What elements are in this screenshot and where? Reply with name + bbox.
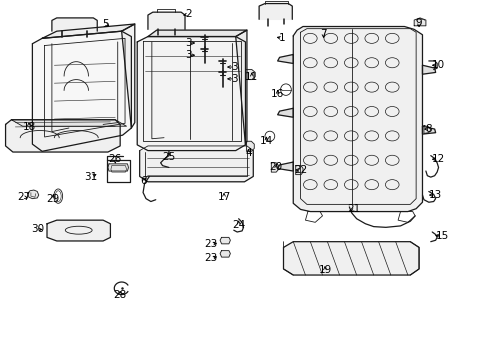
Polygon shape bbox=[220, 237, 230, 244]
Polygon shape bbox=[140, 150, 253, 182]
Text: 14: 14 bbox=[259, 136, 272, 146]
Polygon shape bbox=[108, 164, 128, 171]
Text: 3: 3 bbox=[185, 38, 191, 48]
Polygon shape bbox=[42, 24, 135, 39]
Text: 11: 11 bbox=[244, 72, 258, 82]
Text: 25: 25 bbox=[162, 152, 175, 162]
Text: 23: 23 bbox=[204, 253, 218, 263]
Text: 16: 16 bbox=[270, 89, 284, 99]
Polygon shape bbox=[5, 120, 120, 152]
Polygon shape bbox=[277, 108, 293, 117]
Text: 20: 20 bbox=[269, 162, 282, 172]
Text: 13: 13 bbox=[428, 190, 441, 200]
Text: 10: 10 bbox=[431, 60, 444, 70]
Polygon shape bbox=[277, 54, 293, 63]
Text: 26: 26 bbox=[108, 154, 122, 164]
Polygon shape bbox=[47, 220, 110, 241]
Text: 6: 6 bbox=[140, 176, 146, 186]
Text: 17: 17 bbox=[217, 192, 230, 202]
Text: 22: 22 bbox=[293, 165, 306, 175]
Text: 8: 8 bbox=[425, 124, 431, 134]
Text: 3: 3 bbox=[185, 50, 191, 60]
Polygon shape bbox=[246, 141, 254, 151]
Polygon shape bbox=[235, 30, 246, 145]
Polygon shape bbox=[52, 18, 97, 31]
Text: 31: 31 bbox=[84, 172, 97, 182]
Text: 1: 1 bbox=[279, 33, 285, 43]
Text: 27: 27 bbox=[18, 192, 31, 202]
Polygon shape bbox=[32, 31, 131, 151]
Polygon shape bbox=[277, 162, 293, 171]
Text: 4: 4 bbox=[244, 148, 251, 158]
Polygon shape bbox=[259, 4, 292, 19]
Text: 28: 28 bbox=[113, 291, 126, 301]
Polygon shape bbox=[148, 30, 246, 37]
Polygon shape bbox=[27, 190, 39, 199]
Polygon shape bbox=[148, 12, 184, 30]
Polygon shape bbox=[271, 163, 278, 172]
Polygon shape bbox=[11, 120, 126, 126]
Text: 9: 9 bbox=[415, 18, 422, 28]
Text: 2: 2 bbox=[185, 9, 191, 19]
Polygon shape bbox=[220, 251, 230, 257]
Polygon shape bbox=[245, 69, 255, 80]
Polygon shape bbox=[137, 37, 245, 150]
Text: 29: 29 bbox=[47, 194, 60, 204]
Text: 19: 19 bbox=[318, 265, 331, 275]
Polygon shape bbox=[293, 27, 422, 212]
Text: 15: 15 bbox=[434, 231, 447, 240]
Polygon shape bbox=[422, 126, 435, 134]
Text: 3: 3 bbox=[231, 74, 238, 84]
Polygon shape bbox=[413, 18, 425, 26]
Text: 3: 3 bbox=[231, 62, 238, 72]
Text: 24: 24 bbox=[231, 220, 245, 230]
Text: 30: 30 bbox=[31, 225, 44, 234]
Polygon shape bbox=[122, 24, 135, 128]
Polygon shape bbox=[283, 242, 418, 275]
Text: 5: 5 bbox=[102, 19, 109, 29]
Text: 21: 21 bbox=[347, 204, 360, 215]
Polygon shape bbox=[423, 126, 430, 134]
Text: 18: 18 bbox=[22, 122, 36, 132]
Polygon shape bbox=[295, 166, 303, 175]
Text: 23: 23 bbox=[204, 239, 218, 249]
Text: 12: 12 bbox=[431, 154, 444, 164]
Polygon shape bbox=[422, 65, 435, 74]
Text: 7: 7 bbox=[320, 29, 326, 39]
